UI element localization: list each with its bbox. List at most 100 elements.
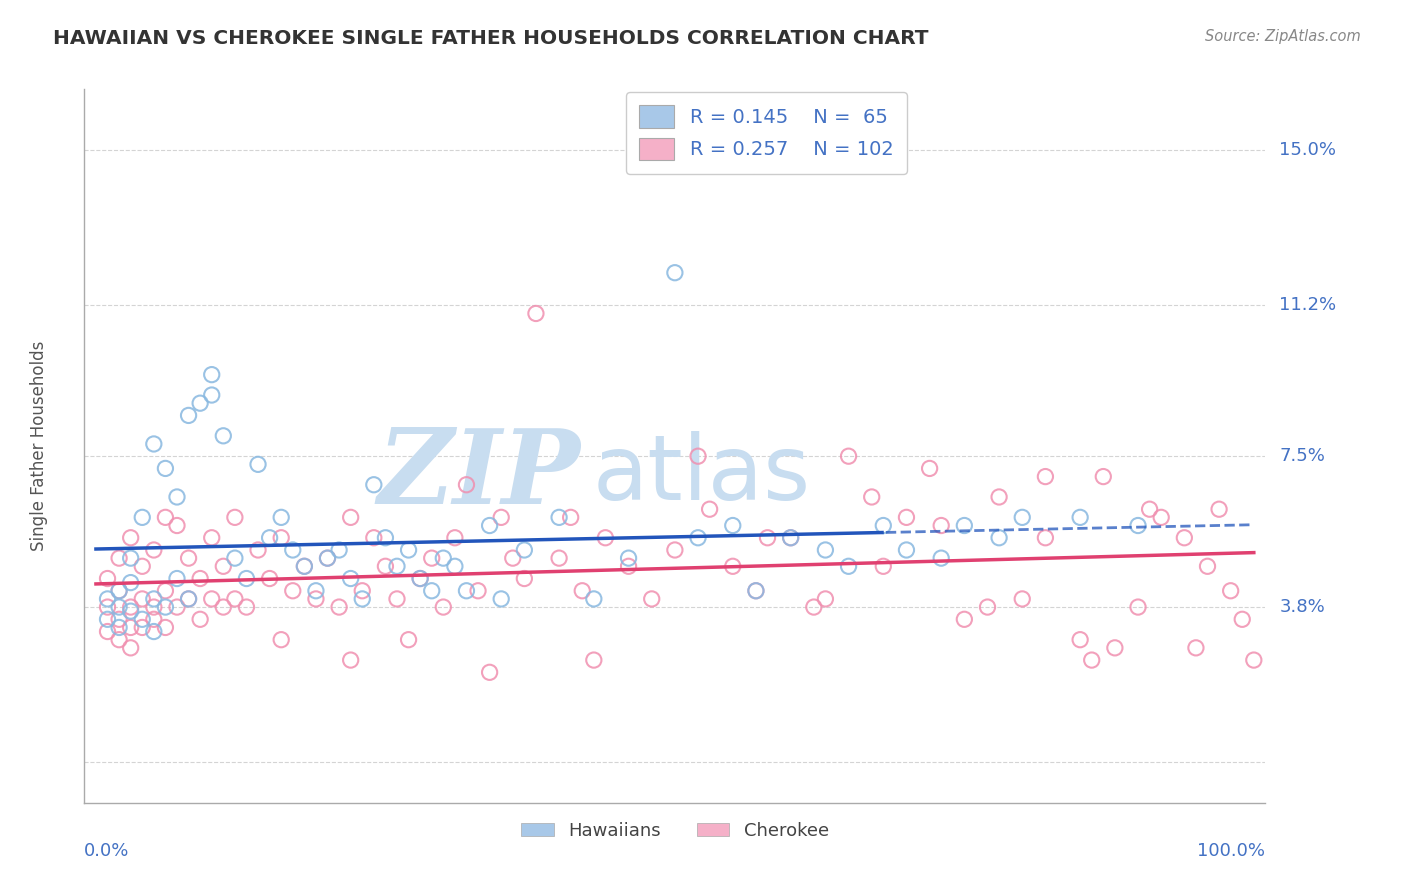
Point <box>316 551 339 566</box>
Point <box>96 572 118 586</box>
Point <box>339 510 361 524</box>
Point <box>745 583 768 598</box>
Point <box>247 543 270 558</box>
Point <box>456 583 478 598</box>
Text: atlas: atlas <box>592 431 810 518</box>
Point <box>756 531 779 545</box>
Point <box>1150 510 1173 524</box>
Point <box>120 600 142 615</box>
Point <box>235 600 257 615</box>
Point <box>270 531 292 545</box>
Point <box>1104 640 1126 655</box>
Point <box>166 490 188 504</box>
Point <box>385 559 408 574</box>
Point <box>745 583 768 598</box>
Point <box>142 600 165 615</box>
Point <box>108 632 131 647</box>
Point <box>489 591 512 606</box>
Point <box>595 531 617 545</box>
Point <box>224 551 246 566</box>
Point <box>292 559 315 574</box>
Point <box>270 632 292 647</box>
Point <box>953 518 976 533</box>
Point <box>1219 583 1241 598</box>
Point <box>872 559 894 574</box>
Point <box>432 600 454 615</box>
Point <box>131 612 153 626</box>
Point <box>259 531 281 545</box>
Point <box>201 531 224 545</box>
Point <box>872 518 894 533</box>
Point <box>177 551 200 566</box>
Point <box>108 583 131 598</box>
Point <box>120 604 142 618</box>
Point <box>838 449 860 463</box>
Point <box>131 591 153 606</box>
Point <box>1208 502 1230 516</box>
Point <box>582 653 605 667</box>
Point <box>96 624 118 639</box>
Point <box>1011 510 1033 524</box>
Point <box>513 543 536 558</box>
Point <box>988 531 1011 545</box>
Legend: Hawaiians, Cherokee: Hawaiians, Cherokee <box>513 815 837 847</box>
Point <box>316 551 339 566</box>
Point <box>363 531 385 545</box>
Point <box>305 583 328 598</box>
Point <box>352 583 374 598</box>
Point <box>166 572 188 586</box>
Point <box>641 591 664 606</box>
Point <box>155 600 177 615</box>
Text: Source: ZipAtlas.com: Source: ZipAtlas.com <box>1205 29 1361 44</box>
Point <box>1035 469 1057 483</box>
Point <box>721 518 744 533</box>
Text: 15.0%: 15.0% <box>1279 141 1336 160</box>
Point <box>108 620 131 634</box>
Point <box>155 620 177 634</box>
Point <box>548 510 571 524</box>
Point <box>548 551 571 566</box>
Point <box>686 449 709 463</box>
Point <box>120 640 142 655</box>
Point <box>699 502 721 516</box>
Point <box>131 559 153 574</box>
Point <box>142 612 165 626</box>
Point <box>385 591 408 606</box>
Point <box>212 559 235 574</box>
Point <box>1126 518 1149 533</box>
Point <box>188 572 211 586</box>
Point <box>235 572 257 586</box>
Point <box>188 612 211 626</box>
Point <box>177 591 200 606</box>
Point <box>420 583 443 598</box>
Point <box>918 461 941 475</box>
Point <box>409 572 432 586</box>
Point <box>478 518 501 533</box>
Point <box>259 572 281 586</box>
Point <box>953 612 976 626</box>
Point <box>247 458 270 472</box>
Point <box>166 518 188 533</box>
Point <box>617 551 640 566</box>
Point <box>560 510 582 524</box>
Point <box>120 575 142 590</box>
Point <box>1092 469 1115 483</box>
Text: 100.0%: 100.0% <box>1198 842 1265 860</box>
Point <box>988 490 1011 504</box>
Point <box>929 551 952 566</box>
Point <box>721 559 744 574</box>
Point <box>976 600 998 615</box>
Point <box>420 551 443 566</box>
Point <box>363 477 385 491</box>
Point <box>270 510 292 524</box>
Point <box>328 600 350 615</box>
Text: 0.0%: 0.0% <box>84 842 129 860</box>
Point <box>664 266 686 280</box>
Point <box>328 543 350 558</box>
Point <box>374 531 396 545</box>
Point <box>155 461 177 475</box>
Point <box>374 559 396 574</box>
Point <box>1069 510 1091 524</box>
Point <box>201 388 224 402</box>
Point <box>814 591 837 606</box>
